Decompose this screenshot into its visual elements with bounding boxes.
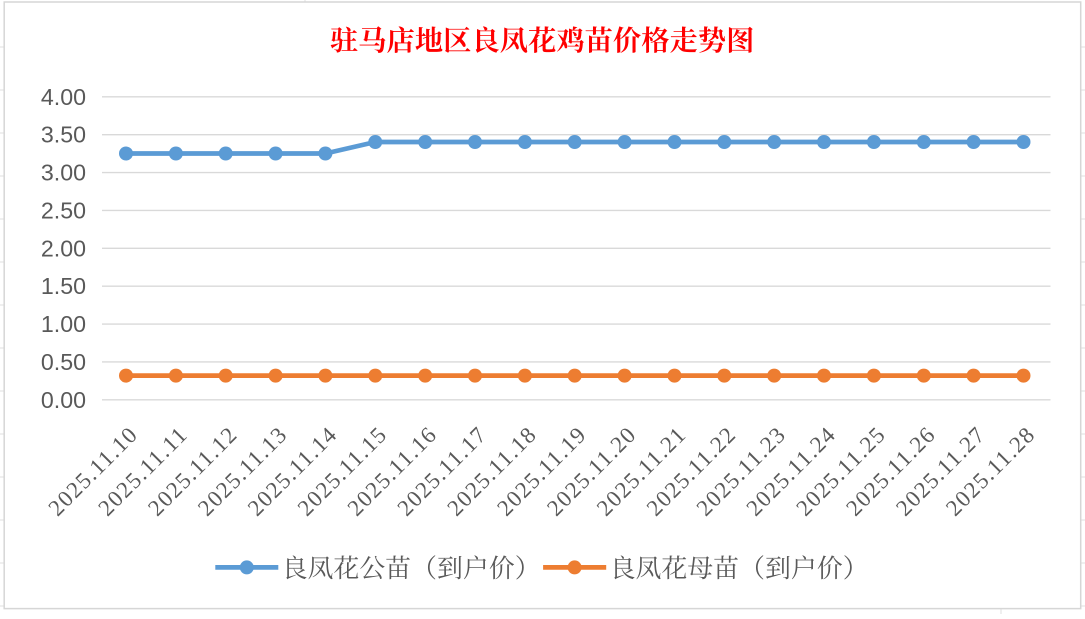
svg-text:1.50: 1.50 — [41, 273, 86, 299]
svg-text:3.00: 3.00 — [41, 160, 86, 186]
svg-text:4.00: 4.00 — [41, 84, 86, 110]
svg-text:3.50: 3.50 — [41, 122, 86, 148]
svg-text:2.50: 2.50 — [41, 197, 86, 223]
svg-text:1.00: 1.00 — [41, 311, 86, 337]
svg-text:0.50: 0.50 — [41, 349, 86, 375]
svg-text:2.00: 2.00 — [41, 235, 86, 261]
svg-text:0.00: 0.00 — [41, 387, 86, 413]
